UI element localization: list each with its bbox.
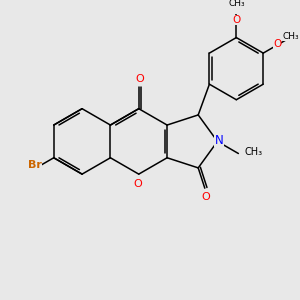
- Text: O: O: [135, 74, 144, 84]
- Text: O: O: [273, 39, 281, 50]
- Text: CH₃: CH₃: [228, 0, 245, 8]
- Text: Br: Br: [28, 160, 42, 170]
- Text: CH₃: CH₃: [283, 32, 299, 41]
- Text: CH₃: CH₃: [244, 147, 263, 157]
- Text: O: O: [133, 179, 142, 189]
- Text: N: N: [214, 134, 223, 147]
- Text: O: O: [232, 16, 241, 26]
- Text: O: O: [201, 192, 210, 202]
